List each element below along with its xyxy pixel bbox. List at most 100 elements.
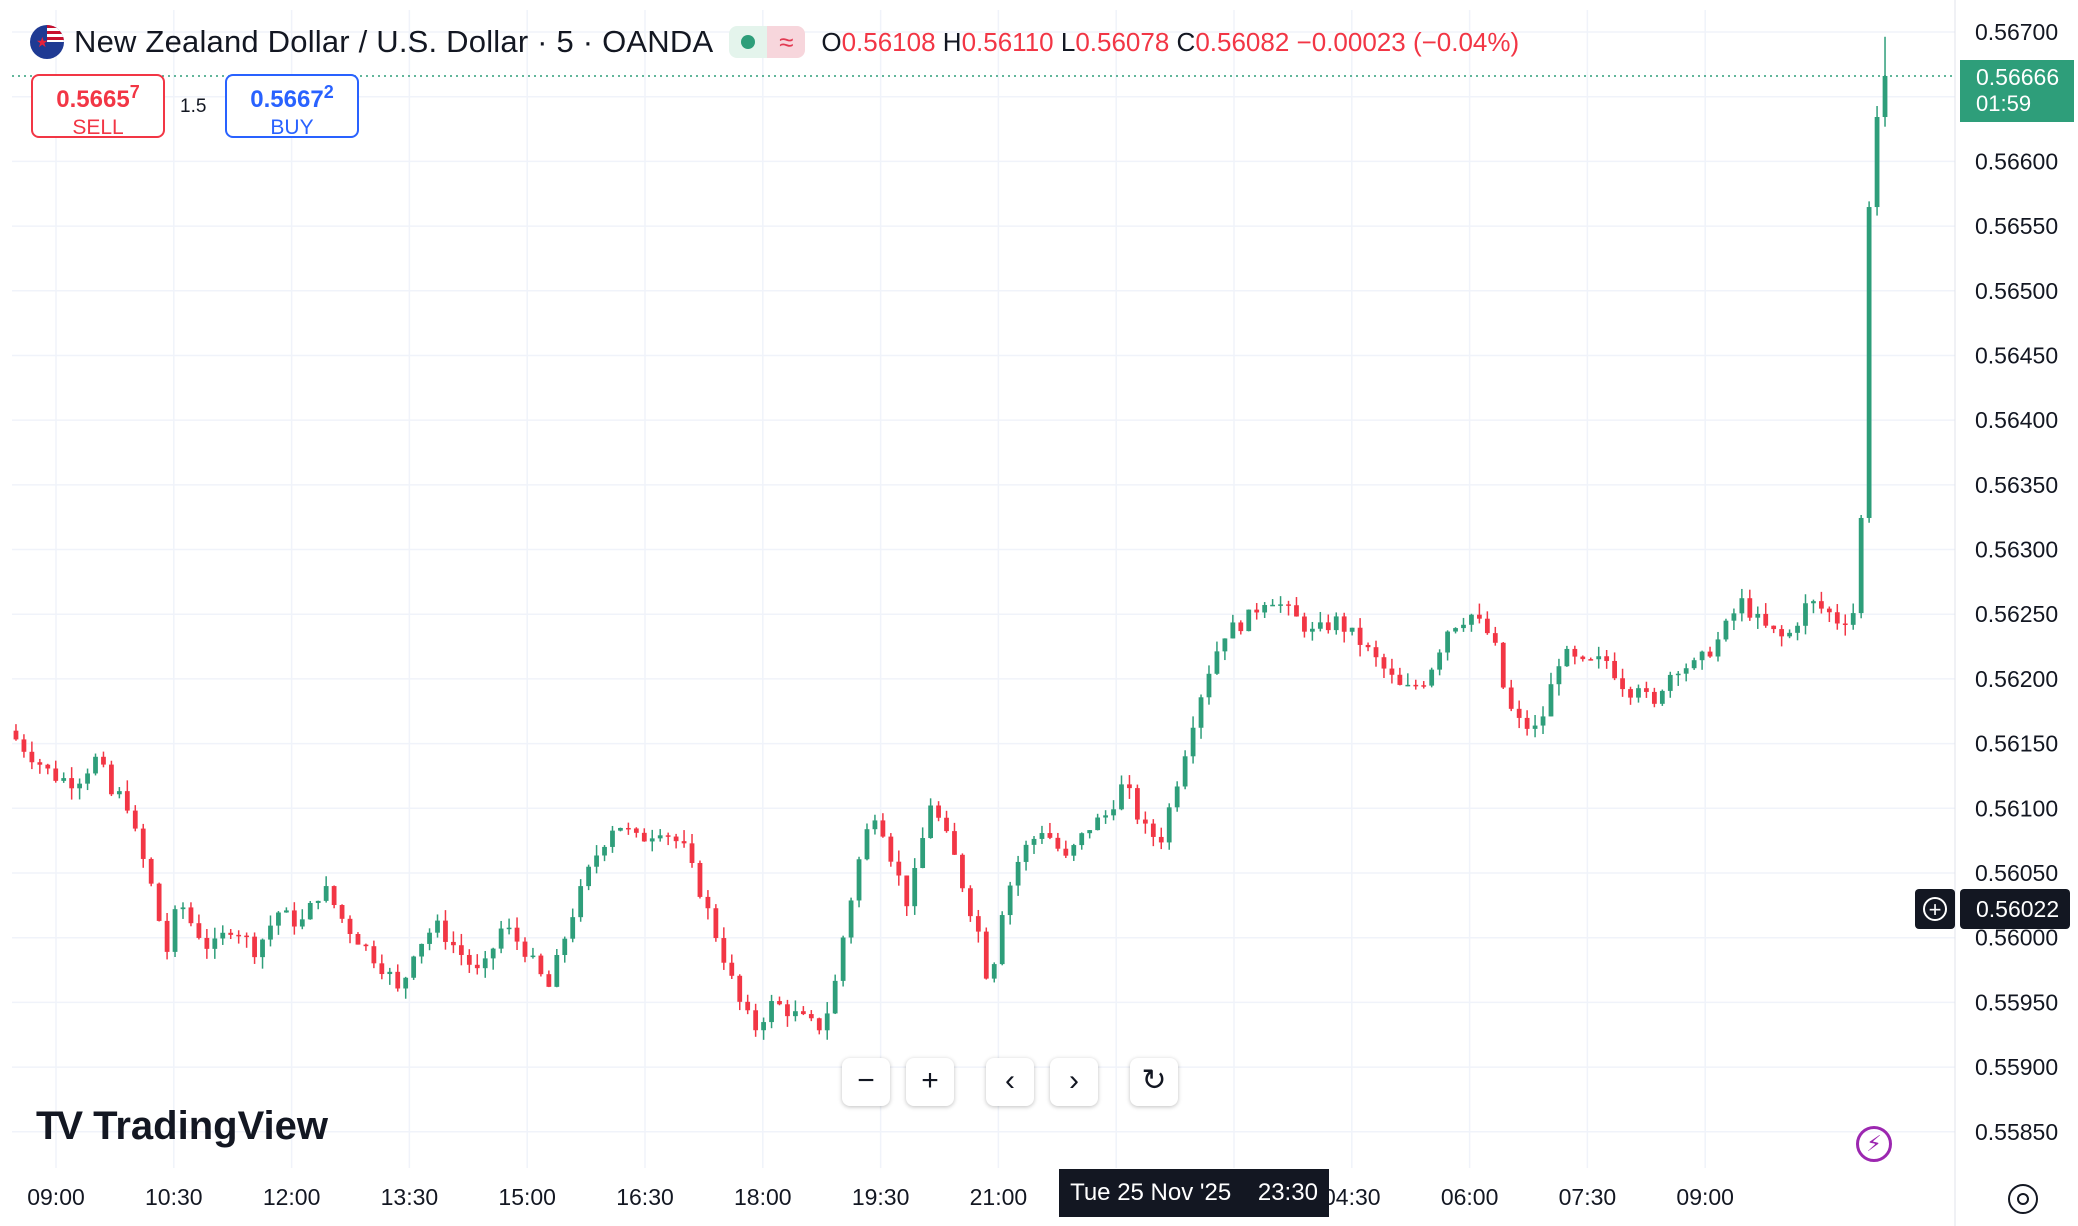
candle-body (1453, 628, 1458, 632)
candle-body (403, 977, 409, 989)
candle-body (594, 855, 599, 867)
candle-body (1190, 727, 1196, 757)
candle-body (1540, 716, 1546, 726)
candle-body (936, 805, 941, 818)
y-tick-label: 0.56500 (1975, 278, 2058, 304)
candle-body (952, 831, 957, 855)
candle-body (1659, 690, 1665, 704)
candle-body (1278, 604, 1283, 606)
candle-body (689, 843, 695, 863)
candle-body (1771, 625, 1777, 630)
candle-body (1142, 819, 1148, 824)
x-tick-label: 18:00 (734, 1184, 792, 1210)
candle-body (1636, 688, 1641, 698)
candle-body (1612, 660, 1617, 679)
settings-gear-icon[interactable] (2008, 1184, 2038, 1214)
candle-body (538, 955, 544, 975)
zoom-in-button[interactable]: + (906, 1058, 954, 1106)
ohlc-values: O0.56108 H0.56110 L0.56078 C0.56082 −0.0… (821, 27, 1519, 58)
candle-body (586, 866, 592, 887)
add-alert-plus-icon[interactable]: + (1915, 889, 1955, 930)
candle-body (729, 962, 735, 976)
candle-body (116, 791, 122, 795)
candle-body (1604, 656, 1610, 661)
candle-body (530, 955, 536, 958)
candle-body (769, 1001, 774, 1023)
sell-button[interactable]: 0.56657 SELL (31, 74, 165, 139)
candle-body (451, 941, 456, 946)
candle-body (570, 917, 576, 939)
buy-label: BUY (270, 116, 314, 139)
candle-body (1365, 644, 1371, 648)
candle-body (1683, 668, 1689, 674)
candle-body (1644, 688, 1649, 692)
candle-body (856, 859, 862, 901)
candle-body (753, 1010, 759, 1031)
change-value: −0.00023 (−0.04%) (1296, 26, 1520, 57)
y-tick-label: 0.56550 (1975, 213, 2058, 239)
candle-body (276, 912, 281, 926)
x-tick-label: 07:30 (1559, 1184, 1617, 1210)
candle-body (1222, 638, 1228, 652)
candle-body (1477, 614, 1482, 619)
x-tick-label: 10:30 (145, 1184, 203, 1210)
y-tick-label: 0.56400 (1975, 407, 2058, 433)
candle-body (1397, 674, 1403, 685)
candle-body (800, 1011, 806, 1015)
candle-body (1580, 656, 1586, 660)
candle-body (1317, 622, 1323, 629)
candle-body (228, 932, 234, 935)
candle-body (140, 828, 146, 859)
candle-body (339, 905, 345, 919)
candle-body (1596, 656, 1602, 660)
candle-body (252, 936, 257, 958)
candle-body (697, 862, 703, 897)
x-tick-label: 19:30 (852, 1184, 910, 1210)
candle-body (1302, 616, 1307, 632)
symbol-title[interactable]: New Zealand Dollar / U.S. Dollar · 5 · O… (74, 24, 714, 59)
candle-body (1357, 627, 1363, 645)
candle-body (148, 858, 154, 884)
reset-chart-button[interactable]: ↻ (1130, 1058, 1178, 1106)
candle-body (1779, 629, 1785, 637)
candle-body (713, 908, 719, 939)
candle-body (991, 964, 997, 979)
y-tick-label: 0.56050 (1975, 860, 2058, 886)
candle-body (1087, 830, 1093, 834)
candle-body (737, 975, 743, 1002)
logo-mark: TV (36, 1104, 83, 1148)
candle-body (649, 838, 655, 842)
candle-body (13, 730, 19, 740)
candle-body (944, 817, 949, 832)
candle-body (1747, 598, 1753, 618)
candle-body (1484, 618, 1490, 634)
y-tick-label: 0.56200 (1975, 666, 2058, 692)
candle-body (466, 954, 472, 965)
y-tick-label: 0.55900 (1975, 1054, 2058, 1080)
candle-body (1858, 517, 1864, 614)
candle-body (482, 958, 488, 969)
crosshair-date-label: Tue 25 Nov '25 23:30 (1059, 1169, 1329, 1217)
candle-body (506, 927, 512, 930)
candle-body (920, 838, 926, 869)
buy-button[interactable]: 0.56672 BUY (225, 74, 359, 139)
candle-body (1373, 647, 1379, 658)
crosshair-time: 23:30 (1257, 1179, 1318, 1206)
scroll-left-button[interactable]: ‹ (986, 1058, 1034, 1106)
scroll-right-button[interactable]: › (1050, 1058, 1098, 1106)
candle-body (1246, 609, 1252, 632)
crosshair-price-label: 0.56022 (1960, 889, 2070, 930)
candle-body (1795, 625, 1800, 633)
candle-body (124, 791, 130, 811)
lightning-icon[interactable]: ⚡ (1856, 1126, 1892, 1162)
candle-body (77, 783, 82, 789)
candle-body (928, 805, 934, 839)
zoom-out-button[interactable]: − (842, 1058, 890, 1106)
candle-body (1866, 207, 1872, 518)
candle-body (1548, 684, 1554, 717)
candle-body (1731, 613, 1737, 621)
candle-body (156, 883, 162, 921)
market-status-pill[interactable]: ≈ (729, 26, 806, 58)
x-tick-label: 16:30 (616, 1184, 674, 1210)
